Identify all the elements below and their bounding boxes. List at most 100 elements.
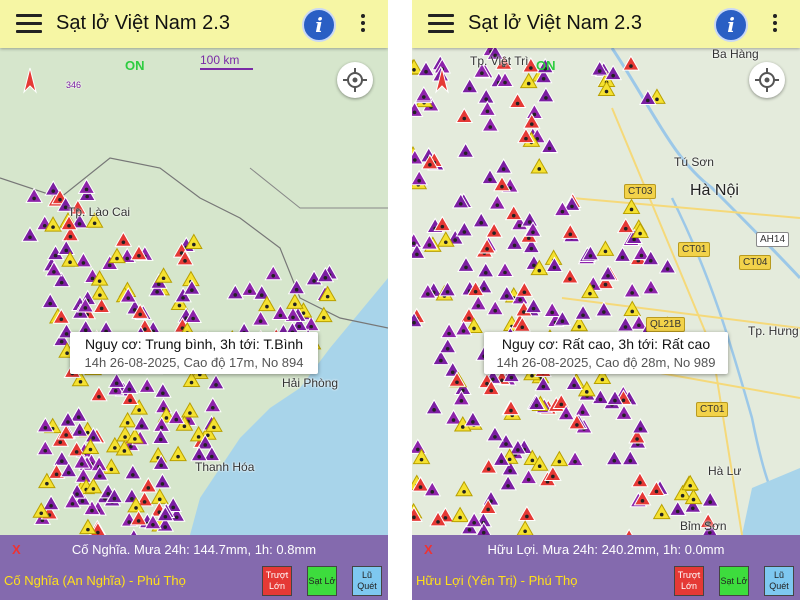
marker-icon	[654, 489, 659, 494]
marker-icon	[183, 259, 187, 263]
marker-icon	[680, 493, 685, 498]
landslide-marker	[423, 480, 442, 497]
marker-icon	[597, 69, 602, 73]
landslide-marker	[502, 399, 520, 416]
marker-icon	[691, 506, 695, 511]
road-badge: AH14	[756, 232, 790, 247]
marker-icon	[639, 253, 644, 258]
marker-icon	[460, 425, 465, 429]
marker-icon	[43, 448, 48, 453]
landslide-marker	[577, 380, 596, 397]
marker-icon	[176, 454, 180, 459]
gps-button[interactable]	[749, 62, 785, 98]
landslide-marker	[543, 301, 562, 317]
place-label: Ba Hàng	[712, 47, 759, 61]
marker-icon	[499, 459, 504, 464]
marker-icon	[97, 474, 102, 478]
close-button[interactable]: X	[12, 542, 21, 557]
landslide-marker	[565, 374, 583, 391]
landslide-marker	[482, 379, 501, 396]
more-button[interactable]	[773, 14, 777, 35]
marker-icon	[133, 437, 137, 441]
report-button[interactable]: Lũ Quét	[764, 566, 794, 596]
landslide-marker	[44, 180, 63, 196]
landslide-marker	[561, 268, 579, 284]
landslide-marker	[518, 505, 536, 521]
landslide-marker	[90, 270, 109, 286]
landslide-marker	[563, 195, 581, 211]
landslide-marker	[181, 401, 199, 418]
marker-icon	[76, 208, 80, 212]
marker-icon	[137, 408, 141, 412]
marker-icon	[541, 384, 546, 389]
landslide-marker	[71, 370, 90, 387]
report-button[interactable]: Sạt Lở	[307, 566, 337, 596]
landslide-marker	[631, 471, 649, 488]
menu-button[interactable]	[428, 14, 454, 34]
landslide-marker	[658, 258, 677, 274]
landslide-marker	[116, 426, 134, 442]
marker-icon	[156, 282, 161, 287]
marker-icon	[646, 98, 650, 103]
landslide-marker	[67, 440, 86, 457]
marker-icon	[483, 271, 488, 275]
marker-icon	[708, 500, 712, 504]
report-button[interactable]: Sạt Lở	[719, 566, 749, 596]
landslide-marker	[285, 293, 304, 309]
marker-icon	[88, 447, 93, 452]
marker-icon	[534, 403, 539, 408]
marker-icon	[588, 291, 592, 296]
marker-icon	[206, 433, 210, 438]
landslide-marker	[152, 454, 171, 470]
menu-button[interactable]	[16, 14, 42, 34]
landslide-marker	[534, 375, 553, 392]
map[interactable]	[412, 48, 800, 535]
marker-icon	[451, 418, 456, 422]
landslide-marker	[537, 86, 555, 103]
marker-icon	[129, 444, 133, 449]
gps-icon	[755, 68, 779, 92]
marker-icon	[85, 430, 90, 435]
marker-icon	[568, 232, 573, 237]
marker-icon	[516, 448, 520, 452]
landslide-marker	[287, 278, 306, 295]
landslide-marker	[530, 259, 549, 276]
marker-icon	[123, 435, 127, 439]
marker-icon	[427, 243, 432, 247]
marker-icon	[42, 223, 47, 228]
marker-icon	[301, 311, 306, 315]
landslide-marker	[118, 411, 137, 428]
landslide-marker	[457, 256, 475, 272]
compass-icon[interactable]	[432, 66, 452, 96]
close-button[interactable]: X	[424, 542, 433, 557]
landslide-marker	[492, 450, 511, 466]
marker-icon	[59, 317, 64, 322]
landslide-marker	[203, 396, 222, 413]
marker-icon	[530, 373, 534, 378]
report-button[interactable]: Trượt Lớn	[262, 566, 292, 596]
landslide-marker	[318, 285, 337, 302]
marker-icon	[628, 458, 633, 463]
landslide-marker	[581, 282, 599, 299]
marker-icon	[67, 223, 71, 228]
marker-icon	[623, 325, 628, 329]
marker-icon	[602, 310, 606, 314]
marker-icon	[506, 484, 510, 488]
marker-icon	[68, 234, 73, 239]
report-button[interactable]: Trượt Lớn	[674, 566, 704, 596]
landslide-marker	[668, 500, 687, 516]
landslide-marker	[469, 294, 488, 311]
more-button[interactable]	[361, 14, 365, 35]
marker-icon	[638, 231, 642, 236]
map[interactable]	[0, 48, 388, 535]
info-button[interactable]: i	[302, 8, 336, 42]
landslide-marker	[516, 520, 534, 535]
info-button[interactable]: i	[714, 8, 748, 42]
marker-icon	[638, 480, 642, 485]
compass-icon[interactable]	[20, 66, 40, 96]
landslide-marker	[527, 394, 546, 411]
landslide-marker	[550, 450, 569, 467]
report-button[interactable]: Lũ Quét	[352, 566, 382, 596]
gps-button[interactable]	[337, 62, 373, 98]
marker-icon	[45, 481, 49, 486]
